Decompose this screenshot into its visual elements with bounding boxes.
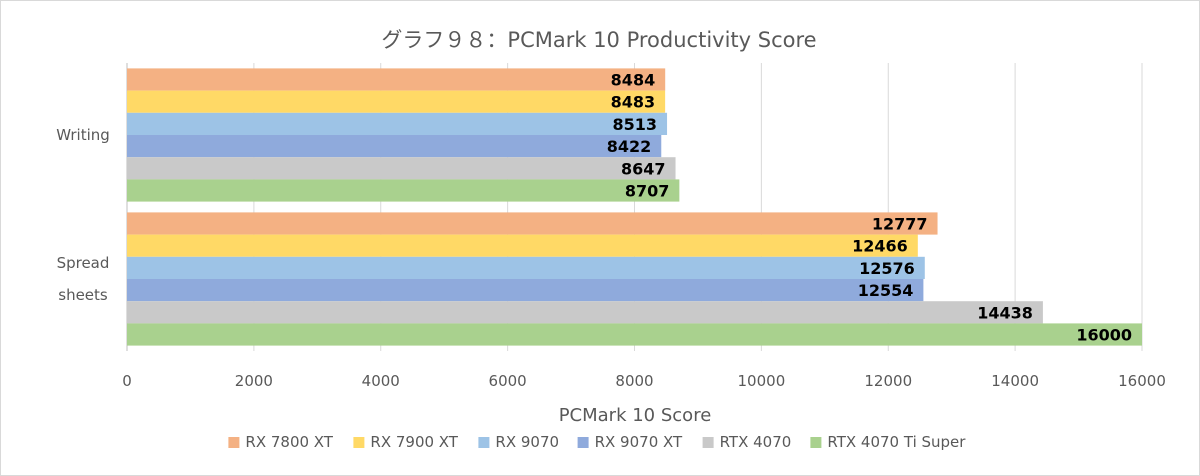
- legend-swatch: [810, 437, 822, 448]
- legend-swatch: [702, 437, 714, 448]
- x-tick-label: 8000: [615, 372, 653, 390]
- x-tick-label: 14000: [991, 372, 1039, 390]
- legend-label: RX 7800 XT: [245, 433, 333, 451]
- x-tick-label: 2000: [235, 372, 273, 390]
- legend: RX 7800 XT RX 7900 XT RX 9070 RX 9070 XT RTX…: [228, 433, 966, 451]
- bar: [127, 90, 666, 113]
- category-label: sheets: [58, 286, 108, 304]
- data-label: 16000: [1076, 326, 1132, 345]
- legend-label: RX 9070 XT: [595, 433, 683, 451]
- bar: [127, 212, 938, 235]
- x-tick-label: 12000: [864, 372, 912, 390]
- legend-swatch: [228, 437, 240, 448]
- data-label: 12576: [859, 259, 915, 278]
- legend-swatch: [353, 437, 365, 448]
- x-tick-label: 4000: [362, 372, 400, 390]
- data-label: 8422: [607, 137, 652, 156]
- bar: [127, 256, 925, 279]
- bar: [127, 179, 680, 202]
- category-label: Spread: [57, 254, 110, 272]
- x-tick-label: 16000: [1118, 372, 1166, 390]
- data-label: 8513: [613, 115, 658, 134]
- chart-title: グラフ９８：PCMark 10 Productivity Score: [381, 28, 816, 52]
- legend-swatch: [478, 437, 490, 448]
- data-label: 12777: [872, 215, 928, 234]
- data-label: 8647: [621, 159, 666, 178]
- data-label: 8484: [611, 71, 656, 90]
- data-label: 12466: [852, 237, 908, 256]
- bar: [127, 323, 1142, 346]
- data-label: 14438: [977, 303, 1033, 322]
- bars: 8484 8483 8513 8422 8647 8707 12777 12466 12576 1…: [127, 68, 1142, 346]
- x-axis-label: PCMark 10 Score: [559, 405, 712, 426]
- bar: [127, 68, 666, 91]
- bar: [127, 301, 1043, 324]
- legend-label: RX 7900 XT: [370, 433, 458, 451]
- data-label: 8707: [625, 182, 670, 201]
- x-tick-labels: 0 2000 4000 6000 8000 10000 12000 14000 16000: [122, 372, 1166, 390]
- data-label: 8483: [611, 93, 656, 112]
- category-labels: Writing Spread sheets: [56, 126, 110, 304]
- legend-swatch: [577, 437, 589, 448]
- legend-label: RTX 4070 Ti Super: [827, 433, 966, 451]
- bar: [127, 279, 924, 302]
- x-tick-label: 0: [122, 372, 132, 390]
- bar: [127, 234, 918, 257]
- x-tick-label: 6000: [489, 372, 527, 390]
- legend-label: RX 9070: [495, 433, 559, 451]
- x-tick-label: 10000: [738, 372, 786, 390]
- bar: [127, 157, 676, 180]
- bar: [127, 135, 662, 158]
- data-label: 12554: [858, 281, 914, 300]
- bar: [127, 112, 668, 135]
- legend-label: RTX 4070: [720, 433, 792, 451]
- category-label: Writing: [56, 126, 110, 144]
